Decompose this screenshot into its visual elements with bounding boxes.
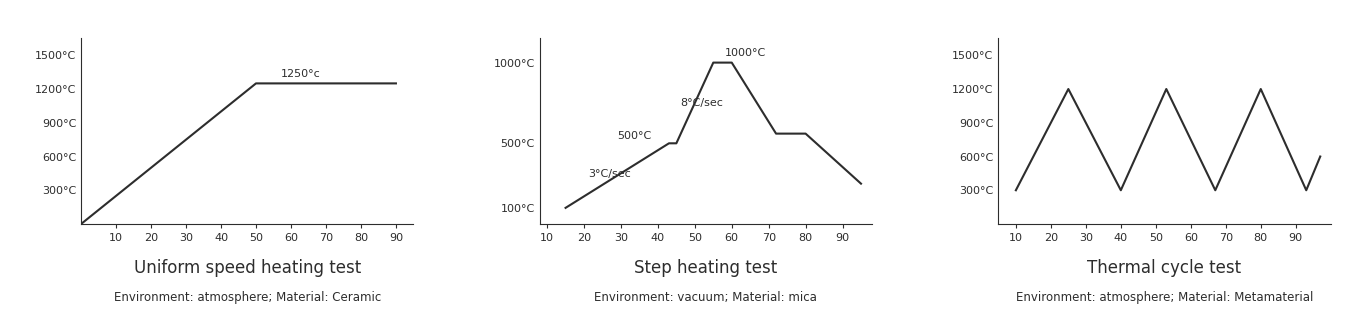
Text: Step heating test: Step heating test [634,259,778,277]
Text: 1000°C: 1000°C [724,48,766,58]
Text: Environment: atmosphere; Material: Metamaterial: Environment: atmosphere; Material: Metam… [1016,291,1313,304]
Text: Environment: atmosphere; Material: Ceramic: Environment: atmosphere; Material: Ceram… [113,291,381,304]
Text: 8°C/sec: 8°C/sec [680,98,723,108]
Text: 3°C/sec: 3°C/sec [588,169,631,179]
Text: Environment: vacuum; Material: mica: Environment: vacuum; Material: mica [594,291,817,304]
Text: 1250°c: 1250°c [281,69,320,79]
Text: Thermal cycle test: Thermal cycle test [1088,259,1242,277]
Text: 500°C: 500°C [617,131,651,141]
Text: Uniform speed heating test: Uniform speed heating test [134,259,361,277]
